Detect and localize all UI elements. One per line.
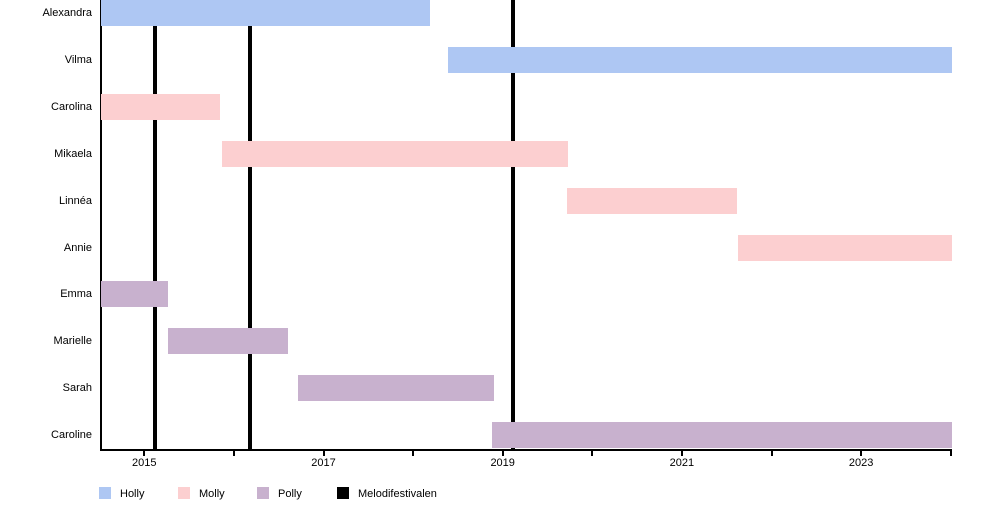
x-axis-tick xyxy=(232,451,235,456)
legend-label: Holly xyxy=(120,488,145,500)
gantt-bar-polly xyxy=(491,422,953,449)
x-axis-line xyxy=(100,449,953,451)
melodifestivalen-event-line xyxy=(511,0,516,450)
x-axis-tick-label: 2023 xyxy=(848,457,874,469)
row-label: Mikaela xyxy=(54,147,92,160)
legend-label: Melodifestivalen xyxy=(358,488,437,500)
legend-swatch-molly xyxy=(178,487,190,499)
melodifestivalen-event-line xyxy=(248,0,253,450)
x-axis-tick-label: 2019 xyxy=(490,457,515,469)
gantt-bar-molly xyxy=(222,140,569,167)
x-axis-tick xyxy=(860,451,863,456)
row-label: Emma xyxy=(60,288,92,301)
gantt-bar-polly xyxy=(297,375,494,402)
gantt-bar-molly xyxy=(738,234,953,261)
x-axis-tick xyxy=(322,451,325,456)
x-axis-tick xyxy=(591,451,594,456)
gantt-bar-molly xyxy=(101,93,221,120)
x-axis-tick xyxy=(949,451,952,456)
x-axis-tick xyxy=(770,451,773,456)
gantt-bar-polly xyxy=(168,328,288,355)
x-axis-tick xyxy=(412,451,415,456)
row-label: Alexandra xyxy=(42,7,92,19)
row-label: Marielle xyxy=(53,335,92,348)
x-axis-tick xyxy=(501,451,504,456)
x-axis-tick xyxy=(680,451,683,456)
legend-swatch-holly xyxy=(99,487,111,499)
row-label: Caroline xyxy=(51,429,92,442)
gantt-bar-polly xyxy=(101,281,168,308)
legend-swatch-polly xyxy=(257,487,269,499)
x-axis-tick-label: 2015 xyxy=(132,457,157,469)
x-axis-tick-label: 2021 xyxy=(669,457,695,469)
legend-swatch-melodifestivalen xyxy=(337,487,349,499)
row-label: Sarah xyxy=(62,382,92,395)
x-axis-tick-label: 2017 xyxy=(311,457,336,469)
gantt-bar-molly xyxy=(567,187,737,214)
row-label: Linnéa xyxy=(58,194,92,207)
row-label: Vilma xyxy=(64,53,92,66)
gantt-bar-holly xyxy=(448,46,953,73)
legend-label: Molly xyxy=(199,488,225,500)
y-axis-spine xyxy=(100,0,102,450)
legend-label: Polly xyxy=(278,488,302,500)
x-axis-tick xyxy=(143,451,146,456)
row-label: Carolina xyxy=(51,100,92,113)
row-label: Annie xyxy=(63,241,92,254)
melodifestivalen-event-line xyxy=(153,0,158,450)
gantt-bar-holly xyxy=(101,0,431,26)
